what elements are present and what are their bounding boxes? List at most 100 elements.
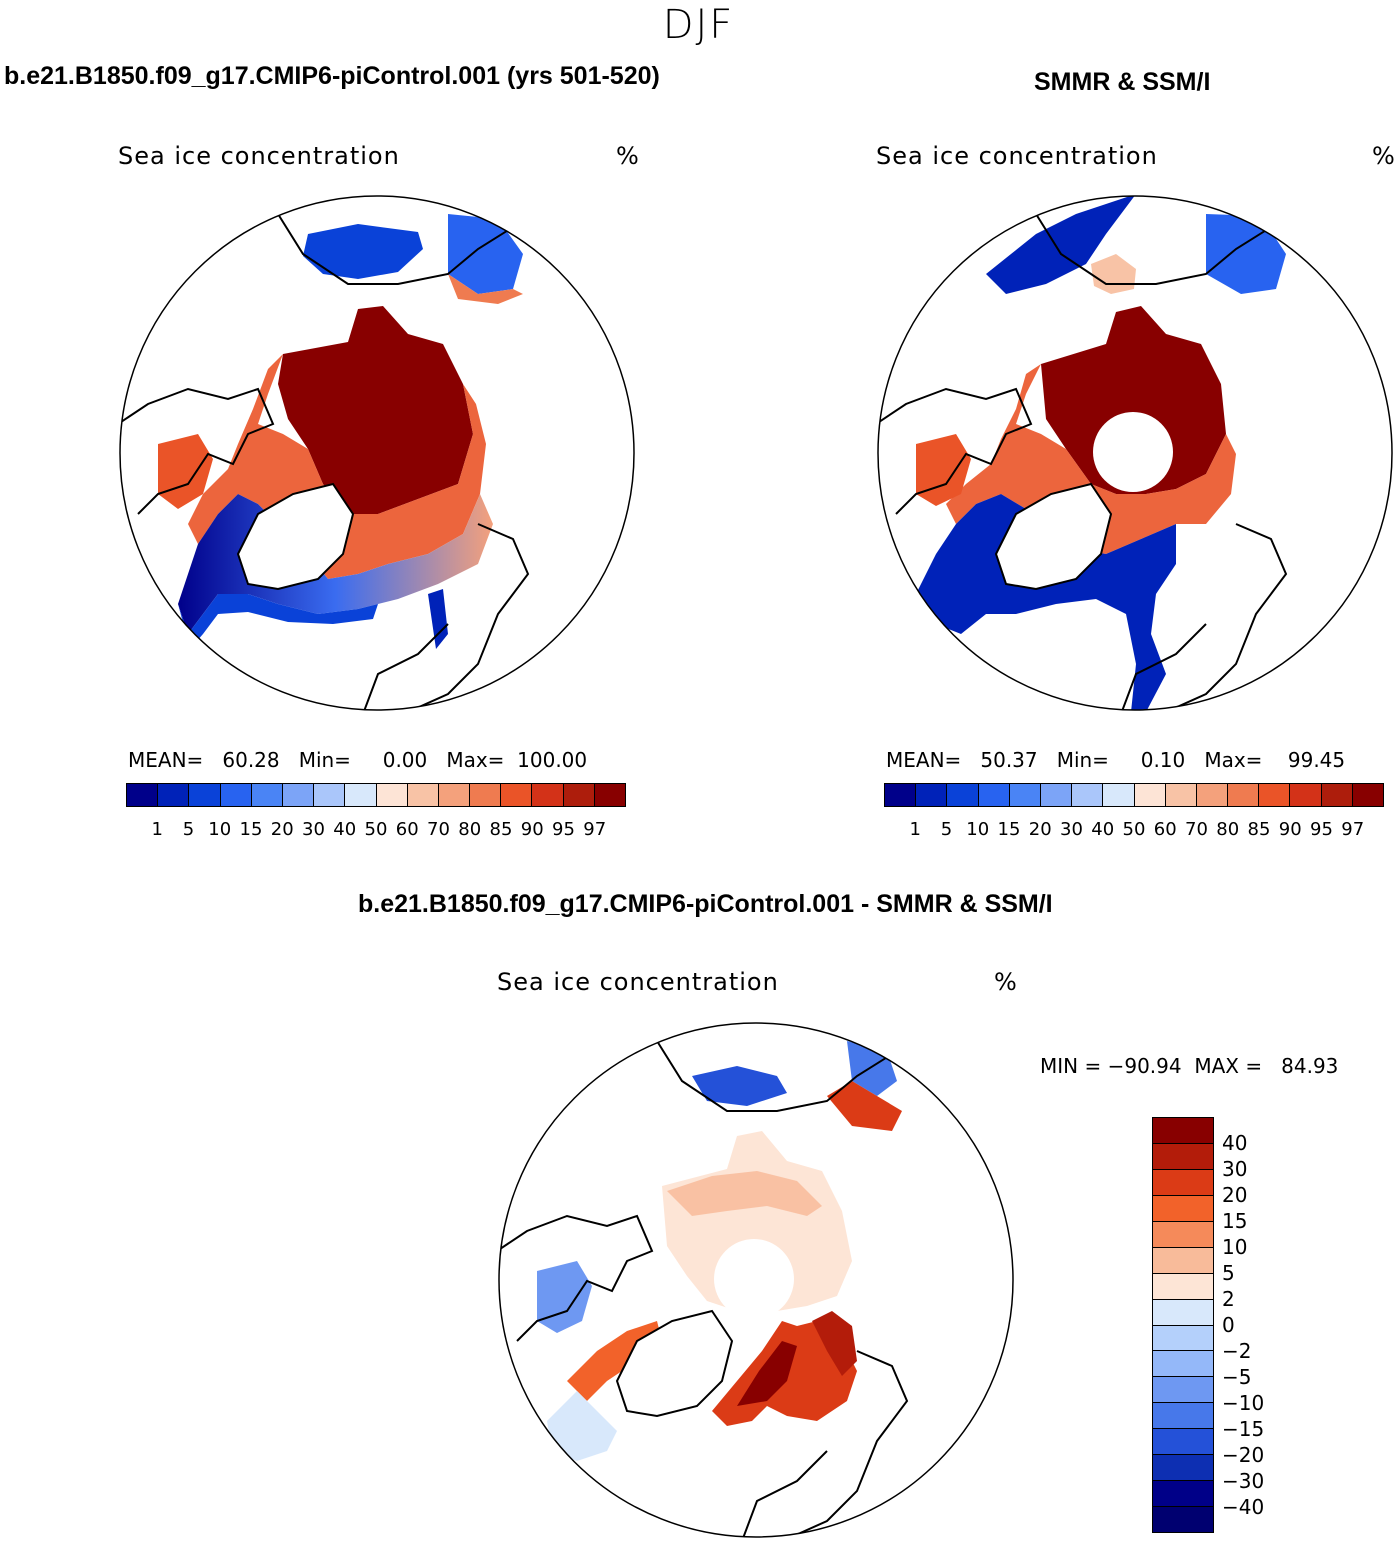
diff-colorbar-ticks: 40 30 20 15 10 5 2 0 −2 −5 −10 −15 −20 −… (1222, 1117, 1282, 1533)
colorbar-swatch (1040, 784, 1073, 806)
colorbar-tick: 40 (1091, 819, 1115, 840)
colorbar-tick: 90 (520, 819, 544, 840)
diff-pacific-negative (692, 1066, 787, 1106)
colorbar-swatch (127, 784, 159, 806)
colorbar-tick: 30 (1222, 1157, 1248, 1181)
colorbar-tick: 30 (302, 819, 325, 840)
colorbar-tick: −5 (1222, 1365, 1252, 1389)
colorbar-swatch (1153, 1273, 1213, 1300)
model-colorbar (126, 783, 626, 807)
diff-coastline-eurasia (741, 1350, 909, 1537)
colorbar-swatch (470, 784, 502, 806)
colorbar-tick: −10 (1222, 1391, 1265, 1415)
colorbar-tick: 2 (1222, 1287, 1235, 1311)
colorbar-tick: 20 (1028, 819, 1052, 840)
colorbar-tick: 90 (1278, 819, 1302, 840)
obs-ice-hudson (916, 434, 971, 506)
obs-ice-open (916, 494, 1176, 710)
obs-ice-bering (1091, 254, 1136, 294)
diff-stats: MIN = −90.94 MAX = 84.93 (1040, 1054, 1339, 1078)
colorbar-swatch (1196, 784, 1229, 806)
colorbar-swatch (438, 784, 471, 806)
colorbar-swatch (1134, 784, 1166, 806)
obs-colorbar (884, 783, 1384, 807)
colorbar-swatch (1153, 1429, 1213, 1456)
obs-ice-core (1041, 306, 1226, 494)
colorbar-swatch (532, 784, 564, 806)
colorbar-tick: −20 (1222, 1443, 1265, 1467)
colorbar-swatch (1153, 1377, 1213, 1404)
diff-pole-hole (714, 1239, 794, 1319)
obs-ice-edge (946, 364, 1236, 554)
diff-barents-core (737, 1341, 797, 1406)
diff-variable-label: Sea ice concentration (497, 968, 779, 996)
model-colorbar-ticks: 1 5 10 15 20 30 40 50 60 70 80 85 90 95 … (126, 819, 626, 841)
colorbar-tick: 60 (395, 819, 419, 840)
model-ice-edge (188, 354, 486, 579)
diff-panel-title: b.e21.B1850.f09_g17.CMIP6-piControl.001 … (358, 890, 1053, 918)
colorbar-tick: 97 (1341, 819, 1365, 840)
colorbar-tick: 10 (966, 819, 990, 840)
colorbar-swatch (563, 784, 595, 806)
model-coastline-north-america (120, 387, 275, 515)
model-ice-core (278, 306, 473, 514)
colorbar-swatch (1228, 784, 1260, 806)
colorbar-swatch (1153, 1118, 1213, 1144)
colorbar-tick: −40 (1222, 1495, 1265, 1519)
colorbar-tick: 20 (270, 819, 294, 840)
colorbar-swatch (1103, 784, 1135, 806)
obs-ice-okhotsk (1206, 214, 1286, 294)
diff-coastline-north-america (499, 1214, 654, 1342)
colorbar-tick: −15 (1222, 1417, 1265, 1441)
model-stats: MEAN= 60.28 Min= 0.00 Max= 100.00 (128, 748, 588, 772)
colorbar-tick: 1 (151, 819, 163, 840)
colorbar-tick: 10 (208, 819, 232, 840)
diff-map (498, 1022, 1014, 1538)
colorbar-tick: 80 (458, 819, 482, 840)
colorbar-tick: 5 (1222, 1261, 1235, 1285)
colorbar-swatch (916, 784, 948, 806)
colorbar-swatch (314, 784, 346, 806)
colorbar-swatch (1153, 1351, 1213, 1378)
obs-units-label: % (1372, 142, 1395, 170)
main-title: DJF (662, 2, 735, 48)
colorbar-swatch (251, 784, 283, 806)
colorbar-swatch (1153, 1247, 1213, 1274)
diff-hudson-negative (537, 1261, 592, 1333)
colorbar-swatch (1290, 784, 1322, 806)
colorbar-swatch (345, 784, 377, 806)
colorbar-swatch (1352, 784, 1383, 806)
diff-colorbar (1152, 1117, 1214, 1533)
model-panel-title: b.e21.B1850.f09_g17.CMIP6-piControl.001 … (4, 62, 660, 90)
colorbar-swatch (376, 784, 408, 806)
colorbar-tick: 70 (427, 819, 450, 840)
colorbar-swatch (1321, 784, 1353, 806)
colorbar-swatch (1153, 1325, 1213, 1352)
colorbar-swatch (158, 784, 190, 806)
colorbar-swatch (282, 784, 315, 806)
colorbar-swatch (220, 784, 252, 806)
colorbar-swatch (1259, 784, 1291, 806)
colorbar-swatch (1072, 784, 1104, 806)
model-ice-okhotsk-edge (448, 274, 523, 304)
colorbar-swatch (978, 784, 1010, 806)
obs-ice-pacific (986, 196, 1136, 294)
colorbar-swatch (947, 784, 979, 806)
colorbar-tick: 50 (1122, 819, 1146, 840)
diff-greenland (615, 1309, 734, 1418)
colorbar-swatch (594, 784, 625, 806)
colorbar-tick: 50 (364, 819, 388, 840)
colorbar-swatch (1153, 1221, 1213, 1248)
colorbar-swatch (1153, 1455, 1213, 1482)
colorbar-tick: 30 (1060, 819, 1083, 840)
colorbar-swatch (189, 784, 221, 806)
obs-coastline-north-america (878, 387, 1033, 515)
colorbar-swatch (407, 784, 439, 806)
model-ice-okhotsk (448, 214, 523, 294)
colorbar-swatch (501, 784, 533, 806)
colorbar-tick: 85 (1247, 819, 1271, 840)
colorbar-tick: −30 (1222, 1469, 1265, 1493)
colorbar-swatch (1153, 1507, 1213, 1532)
colorbar-tick: 60 (1153, 819, 1177, 840)
colorbar-swatch (1153, 1169, 1213, 1196)
